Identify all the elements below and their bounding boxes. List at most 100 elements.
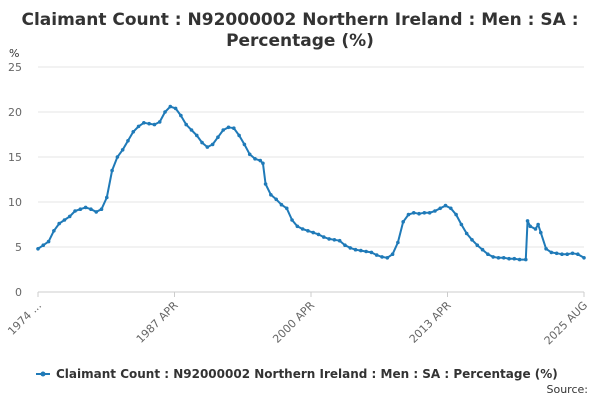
data-point[interactable] xyxy=(120,148,125,152)
data-point[interactable] xyxy=(157,120,162,124)
data-point[interactable] xyxy=(57,221,61,226)
data-point[interactable] xyxy=(582,255,586,260)
data-point[interactable] xyxy=(353,247,358,252)
data-point[interactable] xyxy=(226,125,231,130)
data-point[interactable] xyxy=(263,182,268,186)
data-point[interactable] xyxy=(523,257,528,262)
data-point[interactable] xyxy=(179,113,183,118)
data-point[interactable] xyxy=(321,235,326,239)
data-point[interactable] xyxy=(565,252,570,256)
data-point[interactable] xyxy=(364,249,368,254)
data-point[interactable] xyxy=(464,231,469,236)
data-point[interactable] xyxy=(480,247,485,252)
data-point[interactable] xyxy=(396,240,400,245)
data-point[interactable] xyxy=(131,130,136,134)
data-point[interactable] xyxy=(475,243,480,247)
data-point[interactable] xyxy=(385,255,390,260)
data-point[interactable] xyxy=(152,122,157,127)
data-point[interactable] xyxy=(525,219,530,223)
data-point[interactable] xyxy=(311,230,316,235)
data-point[interactable] xyxy=(78,207,83,211)
data-point[interactable] xyxy=(247,152,252,157)
data-point[interactable] xyxy=(501,255,506,260)
data-point[interactable] xyxy=(253,157,257,161)
data-point[interactable] xyxy=(242,142,247,147)
data-point[interactable] xyxy=(536,222,540,227)
data-point[interactable] xyxy=(189,128,194,132)
data-point[interactable] xyxy=(470,238,474,242)
data-point[interactable] xyxy=(290,218,294,222)
data-point[interactable] xyxy=(427,211,432,215)
legend[interactable]: Claimant Count : N92000002 Northern Irel… xyxy=(36,367,558,381)
data-point[interactable] xyxy=(94,210,99,214)
data-point[interactable] xyxy=(544,247,548,251)
data-point[interactable] xyxy=(67,214,72,219)
data-point[interactable] xyxy=(343,243,347,247)
data-point[interactable] xyxy=(459,222,464,227)
data-point[interactable] xyxy=(554,251,559,256)
data-point[interactable] xyxy=(232,126,236,130)
data-point[interactable] xyxy=(491,255,495,259)
data-point[interactable] xyxy=(115,155,120,159)
data-point[interactable] xyxy=(374,253,379,257)
data-point[interactable] xyxy=(449,206,453,211)
data-point[interactable] xyxy=(284,206,289,211)
data-point[interactable] xyxy=(369,250,374,255)
data-point[interactable] xyxy=(306,229,310,233)
data-point[interactable] xyxy=(99,207,104,211)
data-point[interactable] xyxy=(533,227,538,231)
data-point[interactable] xyxy=(316,232,321,237)
data-point[interactable] xyxy=(142,121,146,125)
data-point[interactable] xyxy=(173,106,178,111)
data-point[interactable] xyxy=(417,211,421,216)
data-point[interactable] xyxy=(390,252,395,256)
data-point[interactable] xyxy=(411,211,416,215)
data-point[interactable] xyxy=(205,145,210,149)
data-point[interactable] xyxy=(89,207,93,211)
data-point[interactable] xyxy=(454,212,458,217)
data-point[interactable] xyxy=(147,121,151,126)
data-point[interactable] xyxy=(496,255,501,260)
data-point[interactable] xyxy=(300,227,305,231)
data-point[interactable] xyxy=(422,211,427,215)
data-point[interactable] xyxy=(163,110,167,114)
data-point[interactable] xyxy=(126,139,130,143)
data-point[interactable] xyxy=(52,229,56,233)
data-point[interactable] xyxy=(200,140,204,145)
data-point[interactable] xyxy=(237,133,241,138)
data-point[interactable] xyxy=(110,168,114,173)
data-point[interactable] xyxy=(184,122,188,127)
data-point[interactable] xyxy=(295,224,300,229)
data-point[interactable] xyxy=(517,257,522,262)
data-point[interactable] xyxy=(168,104,173,109)
data-point[interactable] xyxy=(348,246,353,250)
data-point[interactable] xyxy=(380,255,384,259)
data-point[interactable] xyxy=(105,195,109,200)
data-point[interactable] xyxy=(210,142,215,147)
data-point[interactable] xyxy=(406,212,411,217)
data-point[interactable] xyxy=(549,250,554,255)
data-point[interactable] xyxy=(359,248,363,253)
data-point[interactable] xyxy=(528,224,532,229)
data-point[interactable] xyxy=(438,206,443,211)
data-point[interactable] xyxy=(433,209,437,213)
data-point[interactable] xyxy=(269,193,273,197)
data-point[interactable] xyxy=(274,197,278,202)
data-point[interactable] xyxy=(337,238,342,243)
data-point[interactable] xyxy=(216,135,220,139)
data-point[interactable] xyxy=(576,252,580,256)
data-point[interactable] xyxy=(560,252,564,256)
data-point[interactable] xyxy=(401,220,405,224)
data-point[interactable] xyxy=(194,133,199,138)
data-point[interactable] xyxy=(327,237,331,241)
data-point[interactable] xyxy=(136,124,141,129)
data-point[interactable] xyxy=(261,161,265,166)
data-point[interactable] xyxy=(41,243,46,247)
data-point[interactable] xyxy=(46,239,51,244)
data-point[interactable] xyxy=(538,230,543,235)
data-point[interactable] xyxy=(512,256,517,261)
data-point[interactable] xyxy=(62,218,67,222)
data-point[interactable] xyxy=(570,251,575,256)
data-point[interactable] xyxy=(332,238,337,242)
data-point[interactable] xyxy=(279,202,284,207)
